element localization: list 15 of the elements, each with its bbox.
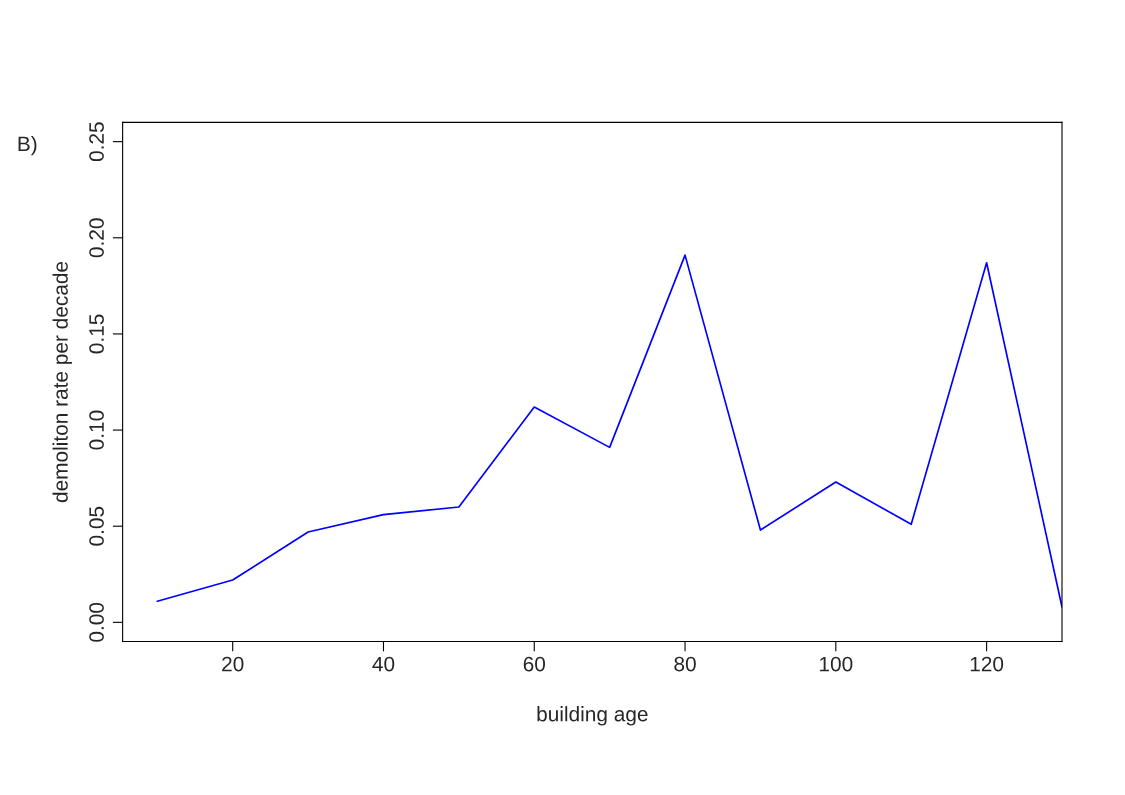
text: B) <box>18 135 37 156</box>
y-axis-title: demoliton rate per decade <box>52 261 72 503</box>
y-tick-label: 0.15 <box>89 314 104 354</box>
y-tick-label: 0.10 <box>89 410 104 450</box>
y-tick-label: 0.05 <box>89 506 104 546</box>
y-tick-label: 0.00 <box>89 602 104 642</box>
x-tick-label: 20 <box>222 656 244 672</box>
x-axis-title: building age <box>537 706 648 726</box>
x-tick-label: 60 <box>523 656 546 672</box>
x-tick-label: 40 <box>372 656 395 672</box>
y-tick-label: 0.20 <box>89 218 104 258</box>
x-tick-label: 100 <box>820 656 853 672</box>
x-tick-label: 80 <box>674 656 696 672</box>
y-tick-label: 0.25 <box>89 122 104 162</box>
x-tick-label: 120 <box>970 656 1004 672</box>
